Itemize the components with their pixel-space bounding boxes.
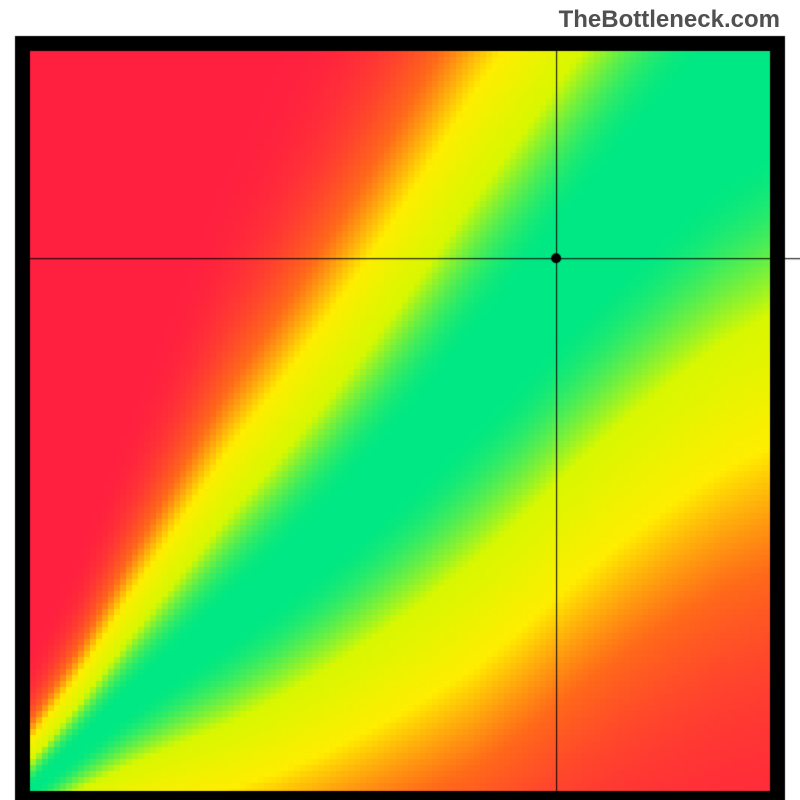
chart-container: TheBottleneck.com (0, 0, 800, 800)
watermark-text: TheBottleneck.com (559, 6, 780, 34)
heatmap-canvas (0, 0, 800, 800)
